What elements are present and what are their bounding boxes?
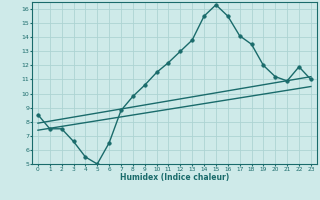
X-axis label: Humidex (Indice chaleur): Humidex (Indice chaleur) xyxy=(120,173,229,182)
